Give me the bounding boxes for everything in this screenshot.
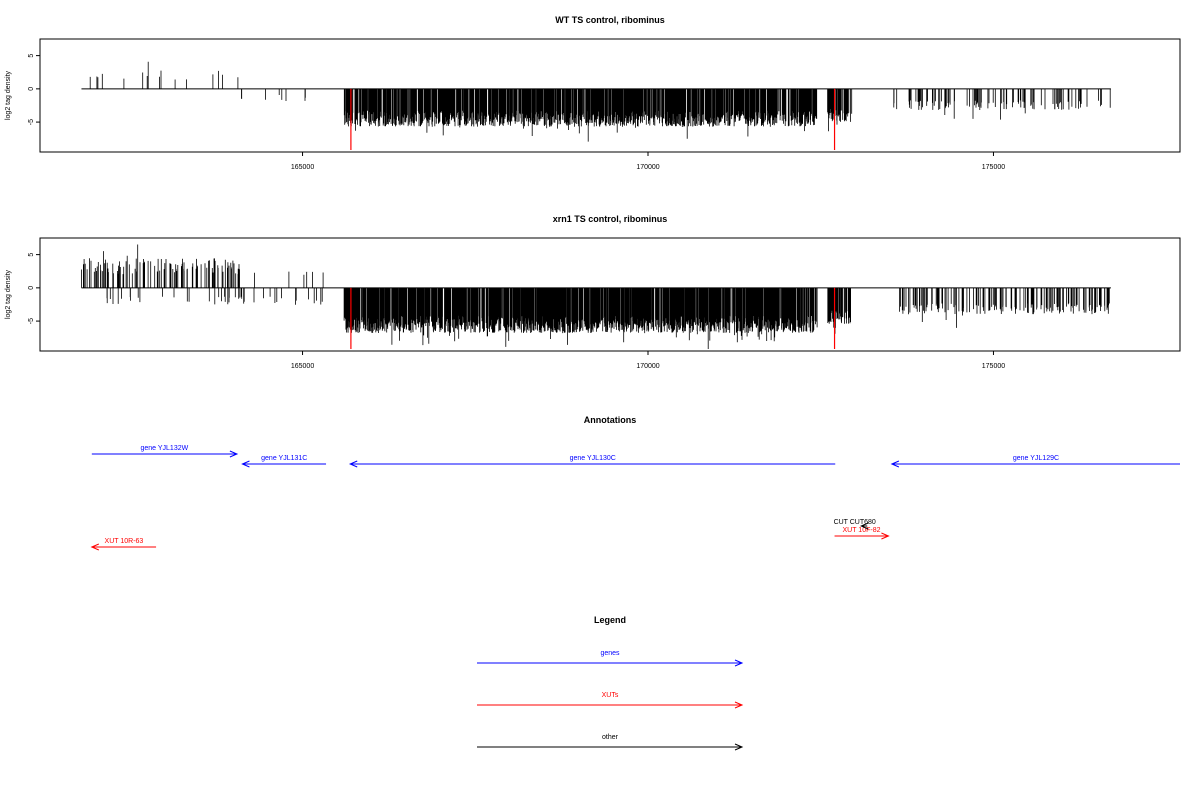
gene-feature-arrowhead [348, 460, 358, 468]
legend-item: XUTs [477, 692, 744, 709]
annotation-cut: CUT [834, 519, 849, 526]
x-tick-label: 170000 [636, 363, 659, 370]
annotation-label: gene YJL129C [1013, 455, 1059, 462]
x-tick-label: 170000 [636, 164, 659, 171]
annotation-label: XUT 10R-63 [105, 538, 144, 545]
plot-frame [39, 237, 1181, 352]
legend-title: Legend [594, 615, 626, 625]
x-tick-label: 165000 [291, 363, 314, 370]
gene-feature-arrowhead [890, 460, 900, 468]
panel-title: WT TS control, ribominus [555, 15, 665, 25]
density-bars [89, 61, 1111, 142]
y-tick-label: -5 [28, 318, 35, 324]
plot-frame [39, 38, 1181, 153]
panel-xrn1: xrn1 TS control, ribominus log2 tag dens… [5, 214, 1181, 370]
legend-label: XUTs [602, 692, 619, 699]
bar-series [89, 61, 1111, 142]
y-tick-label: 0 [28, 87, 35, 91]
y-axis: -5 0 5 [28, 54, 40, 125]
xut-feature-arrowhead [881, 532, 890, 540]
x-tick-label: 165000 [291, 164, 314, 171]
x-tick-label: 175000 [982, 363, 1005, 370]
annotation-xut: XUT 10R-63 [90, 538, 157, 551]
cut-feature-arrowhead [859, 522, 869, 530]
annotations-title: Annotations [584, 415, 637, 425]
legend-item: other [477, 734, 744, 751]
bar-series [81, 244, 1110, 349]
annotation-label: gene YJL131C [261, 455, 307, 462]
highlight-lines [350, 88, 836, 151]
annotation-gene: gene YJL129C [890, 455, 1180, 468]
gene-feature-arrowhead [229, 450, 239, 458]
annotation-gene: gene YJL130C [348, 455, 836, 468]
annotation-label: CUT [834, 519, 849, 526]
y-axis: -5 0 5 [28, 253, 40, 324]
highlight-lines [350, 287, 836, 350]
x-tick-label: 175000 [982, 164, 1005, 171]
panel-wt: WT TS control, ribominus log2 tag densit… [5, 15, 1181, 171]
y-tick-label: -5 [28, 119, 35, 125]
y-tick-label: 5 [28, 253, 35, 257]
gene-feature-arrowhead [241, 460, 250, 468]
annotation-cut: CUT680 [850, 519, 876, 530]
y-tick-label: 5 [28, 54, 35, 58]
x-axis: 165000 170000 175000 [291, 152, 1005, 171]
legend-label: other [602, 734, 619, 741]
panel-title: xrn1 TS control, ribominus [553, 214, 668, 224]
legend-xut-arrowhead [734, 701, 744, 709]
y-axis-label: log2 tag density [5, 70, 12, 120]
annotation-label: XUT 10F-82 [842, 527, 880, 534]
legend-gene-arrowhead [734, 659, 744, 667]
xut-feature-arrowhead [90, 543, 100, 551]
annotation-label: gene YJL132W [140, 445, 188, 452]
y-axis-label: log2 tag density [5, 269, 12, 319]
legend-other-arrowhead [734, 743, 744, 751]
annotation-label: gene YJL130C [570, 455, 616, 462]
legend: Legend genes XUTs other [477, 615, 744, 751]
density-bars [81, 244, 1110, 349]
annotation-features: gene YJL132W gene YJL131C gene YJL130C gene… [90, 445, 1180, 551]
legend-items: genes XUTs other [477, 650, 744, 751]
y-tick-label: 0 [28, 286, 35, 290]
annotation-label: CUT680 [850, 519, 876, 526]
annotation-gene: gene YJL131C [241, 455, 327, 468]
legend-label: genes [600, 650, 620, 657]
annotation-xut: XUT 10F-82 [834, 527, 890, 540]
legend-item: genes [477, 650, 744, 667]
x-axis: 165000 170000 175000 [291, 351, 1005, 370]
annotation-gene: gene YJL132W [91, 445, 239, 458]
